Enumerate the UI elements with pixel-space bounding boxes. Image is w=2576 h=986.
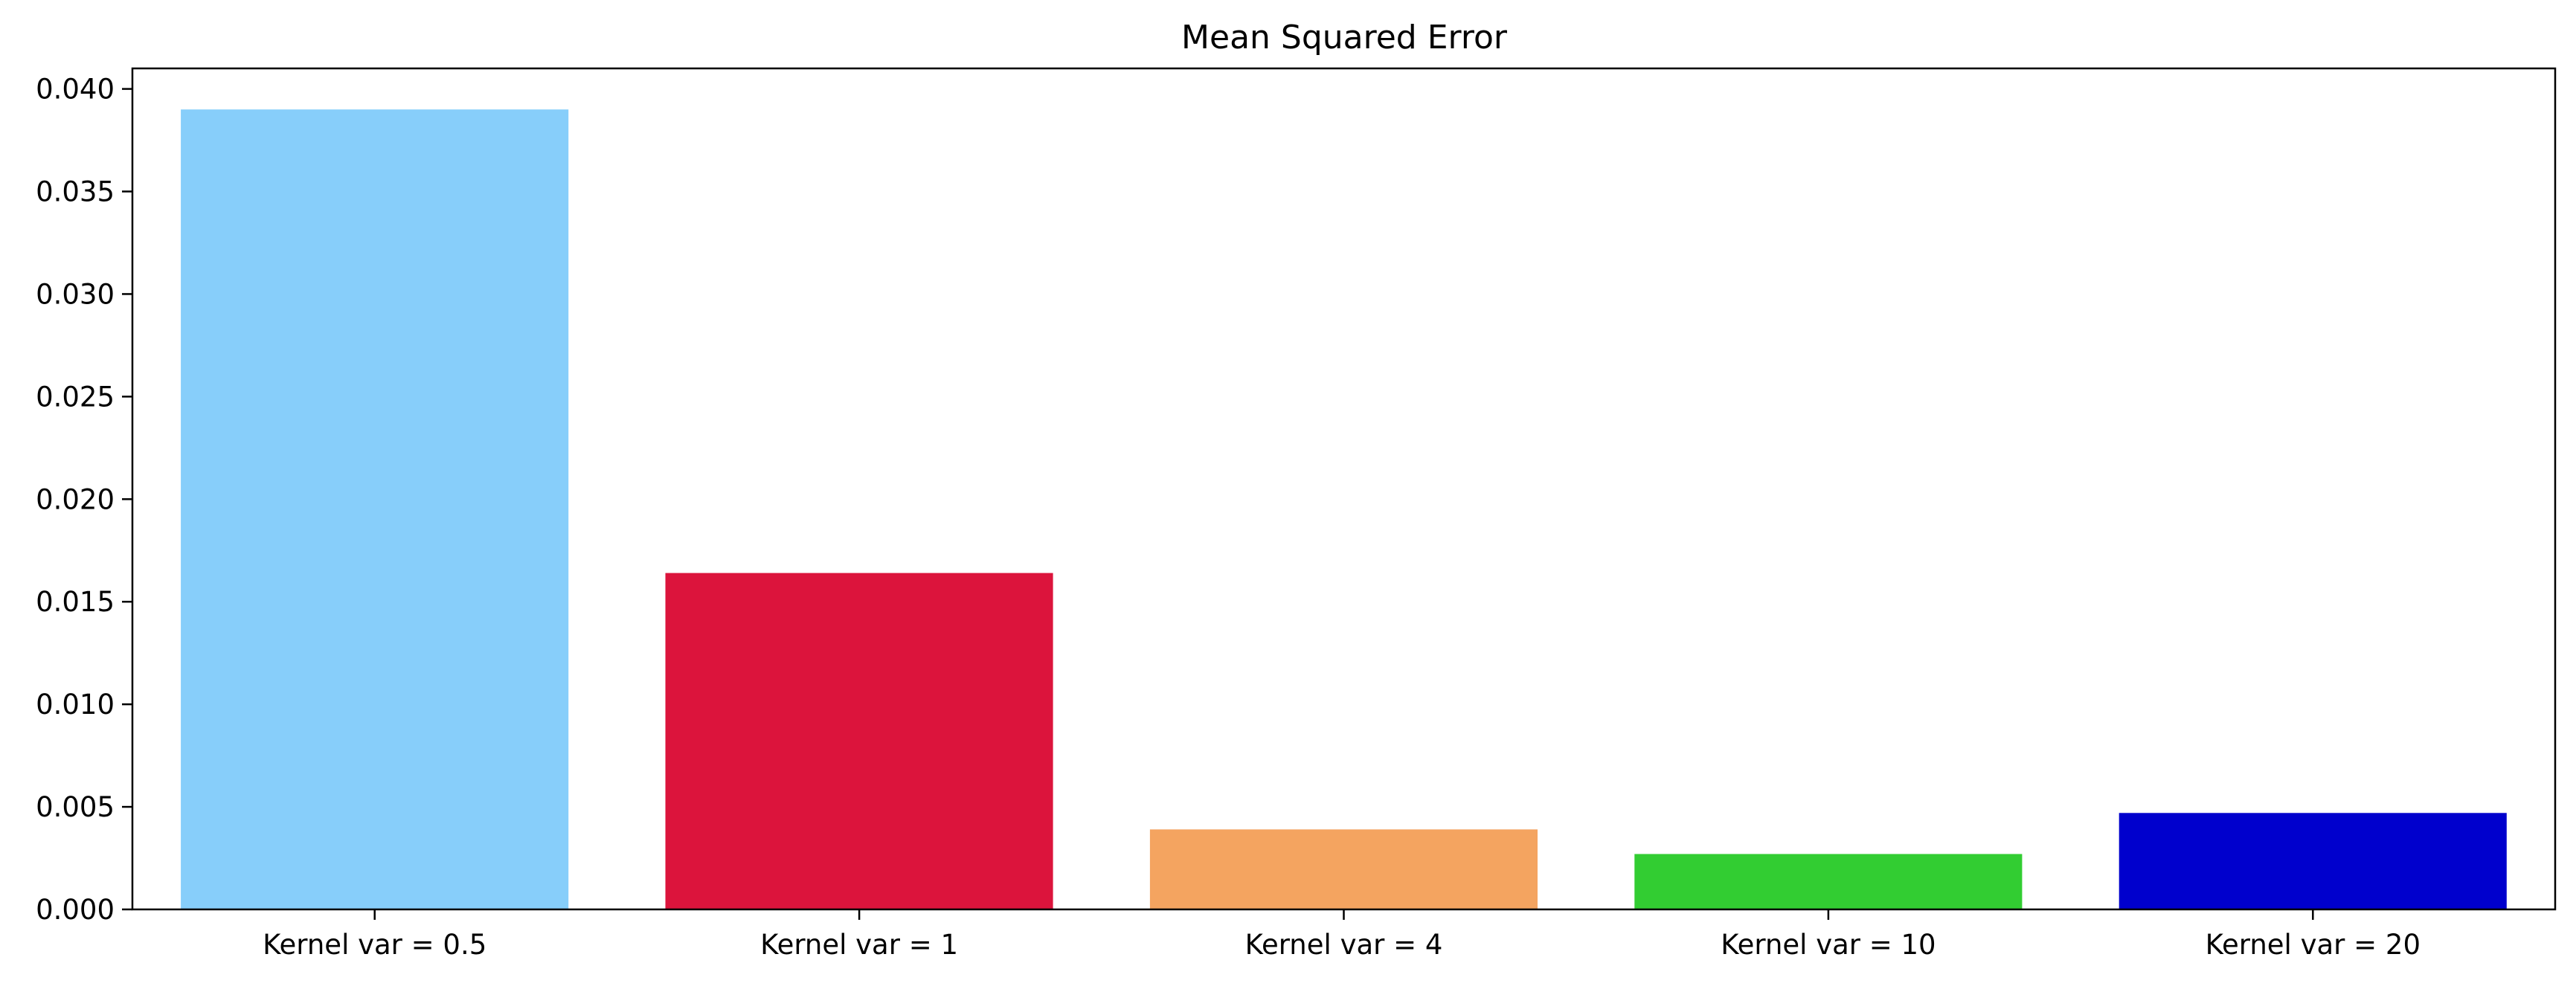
x-tick-label: Kernel var = 20 [2206, 929, 2421, 961]
axes-frame [131, 67, 2557, 911]
y-tick-label: 0.010 [36, 689, 115, 721]
bar [1149, 829, 1538, 909]
bar [665, 573, 1053, 909]
plot-area: Kernel var = 0.5 Kernel var = 1 Kernel var… [36, 67, 2557, 961]
chart-title: Mean Squared Error [1181, 19, 1508, 57]
x-tick-label: Kernel var = 1 [760, 929, 958, 961]
x-tick-label: Kernel var = 10 [1721, 929, 1936, 961]
y-tick-label: 0.005 [36, 791, 115, 823]
y-tick-label: 0.000 [36, 894, 115, 926]
bar [181, 109, 569, 910]
y-tick-label: 0.030 [36, 278, 115, 310]
y-tick-label: 0.015 [36, 586, 115, 618]
bar [2119, 813, 2507, 909]
y-tick-label: 0.025 [36, 381, 115, 413]
bar [1634, 854, 2023, 909]
y-tick-label: 0.020 [36, 483, 115, 515]
x-tick-label: Kernel var = 0.5 [263, 929, 486, 961]
x-tick-label: Kernel var = 4 [1245, 929, 1443, 961]
y-tick-label: 0.035 [36, 176, 115, 208]
y-tick-label: 0.040 [36, 74, 115, 106]
